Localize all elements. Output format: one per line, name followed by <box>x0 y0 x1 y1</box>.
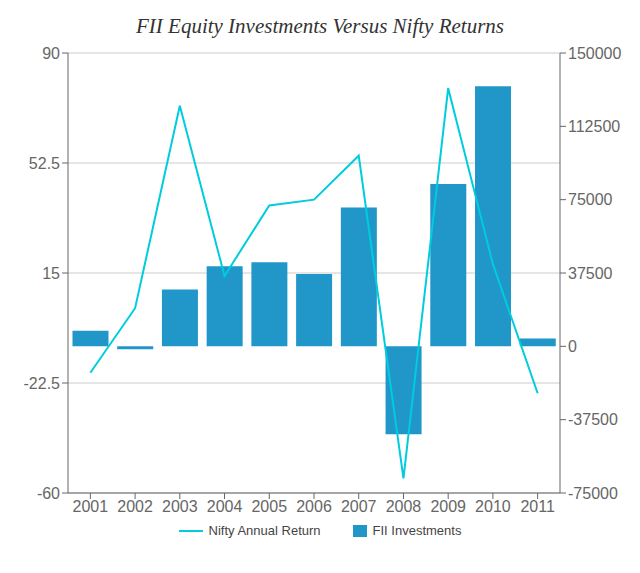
svg-text:150000: 150000 <box>568 45 621 62</box>
svg-text:-75000: -75000 <box>568 485 618 502</box>
svg-text:-60: -60 <box>37 485 60 502</box>
svg-text:2008: 2008 <box>386 498 422 515</box>
svg-text:75000: 75000 <box>568 191 613 208</box>
svg-text:2003: 2003 <box>162 498 198 515</box>
svg-text:2002: 2002 <box>117 498 153 515</box>
html-text:FII Investments: FII Investments <box>372 523 462 538</box>
svg-text:112500: 112500 <box>568 118 620 135</box>
svg-text:2010: 2010 <box>475 498 511 515</box>
svg-text:37500: 37500 <box>568 265 613 282</box>
svg-text:2001: 2001 <box>73 498 109 515</box>
svg-text:2006: 2006 <box>296 498 332 515</box>
svg-text:52.5: 52.5 <box>29 155 60 172</box>
svg-text:15: 15 <box>42 265 60 282</box>
svg-text:-37500: -37500 <box>568 411 618 428</box>
svg-text:0: 0 <box>568 338 577 355</box>
svg-text:2009: 2009 <box>430 498 466 515</box>
svg-text:-22.5: -22.5 <box>24 375 61 392</box>
svg-text:2007: 2007 <box>341 498 377 515</box>
svg-text:2005: 2005 <box>251 498 287 515</box>
html-text:FII Equity Investments Versus: FII Equity Investments Versus Nifty Retu… <box>136 14 504 38</box>
svg-text:2004: 2004 <box>207 498 243 515</box>
svg-text:2011: 2011 <box>520 498 555 515</box>
svg-text:90: 90 <box>42 45 60 62</box>
html-text:Nifty Annual Return: Nifty Annual Return <box>208 523 321 538</box>
